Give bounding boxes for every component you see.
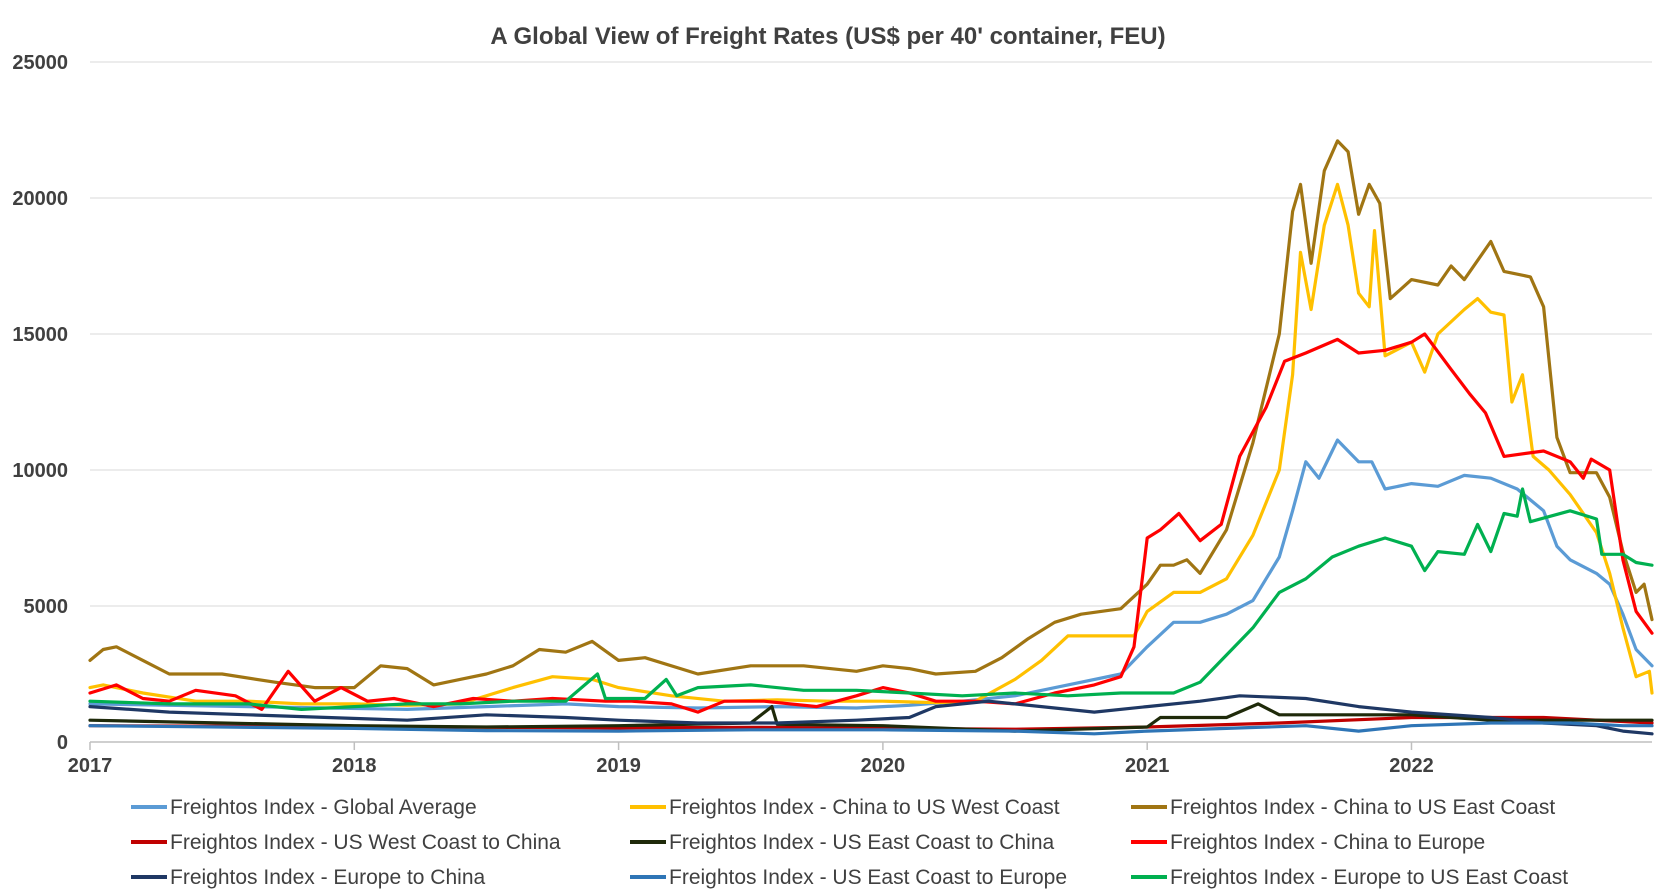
legend-label: Freightos Index - US West Coast to China bbox=[170, 831, 561, 854]
legend-item: Freightos Index - China to US East Coast bbox=[1131, 796, 1555, 819]
series-line-8 bbox=[88, 721, 1654, 736]
x-tick-label: 2020 bbox=[861, 755, 906, 777]
y-axis-ticks: 0 5000 10000 15000 20000 25000 bbox=[12, 52, 68, 754]
x-tick-label: 2021 bbox=[1125, 755, 1170, 777]
series-line-3 bbox=[88, 139, 1654, 690]
series-line-1 bbox=[88, 438, 1654, 711]
x-tick-label: 2018 bbox=[332, 755, 377, 777]
legend-label: Freightos Index - China to US East Coast bbox=[1170, 796, 1555, 819]
legend-item: Freightos Index - US West Coast to China bbox=[131, 831, 561, 854]
x-tick-label: 2022 bbox=[1389, 755, 1434, 777]
legend-label: Freightos Index - China to US West Coast bbox=[669, 796, 1060, 819]
legend-item: Freightos Index - Global Average bbox=[131, 796, 477, 819]
legend-label: Freightos Index - Europe to China bbox=[170, 866, 485, 889]
series-lines bbox=[88, 139, 1654, 736]
series-line-6 bbox=[88, 332, 1654, 714]
y-tick-label: 0 bbox=[57, 732, 68, 754]
y-tick-label: 10000 bbox=[12, 460, 68, 482]
legend-item: Freightos Index - Europe to US East Coas… bbox=[1131, 866, 1568, 889]
legend-item: Freightos Index - US East Coast to Europ… bbox=[630, 866, 1067, 889]
legend-label: Freightos Index - US East Coast to China bbox=[669, 831, 1054, 854]
legend-item: Freightos Index - China to Europe bbox=[1131, 831, 1485, 854]
y-tick-label: 5000 bbox=[24, 596, 69, 618]
legend-item: Freightos Index - Europe to China bbox=[131, 866, 485, 889]
series-line-9 bbox=[88, 487, 1654, 711]
legend-label: Freightos Index - Global Average bbox=[170, 796, 477, 819]
series-line-2 bbox=[88, 182, 1654, 707]
y-tick-label: 25000 bbox=[12, 52, 68, 74]
y-tick-label: 20000 bbox=[12, 188, 68, 210]
x-axis-ticks: 2017 2018 2019 2020 2021 2022 bbox=[68, 742, 1434, 777]
x-tick-label: 2019 bbox=[596, 755, 641, 777]
legend-label: Freightos Index - US East Coast to Europ… bbox=[669, 866, 1067, 889]
series-line-7 bbox=[88, 694, 1654, 736]
chart-title: A Global View of Freight Rates (US$ per … bbox=[490, 23, 1165, 50]
legend: Freightos Index - Global Average Freighto… bbox=[131, 796, 1568, 889]
legend-item: Freightos Index - US East Coast to China bbox=[630, 831, 1054, 854]
y-tick-label: 15000 bbox=[12, 324, 68, 346]
x-tick-label: 2017 bbox=[68, 755, 113, 777]
legend-label: Freightos Index - Europe to US East Coas… bbox=[1170, 866, 1568, 889]
gridlines bbox=[90, 61, 1652, 743]
legend-item: Freightos Index - China to US West Coast bbox=[630, 796, 1060, 819]
legend-label: Freightos Index - China to Europe bbox=[1170, 831, 1485, 854]
